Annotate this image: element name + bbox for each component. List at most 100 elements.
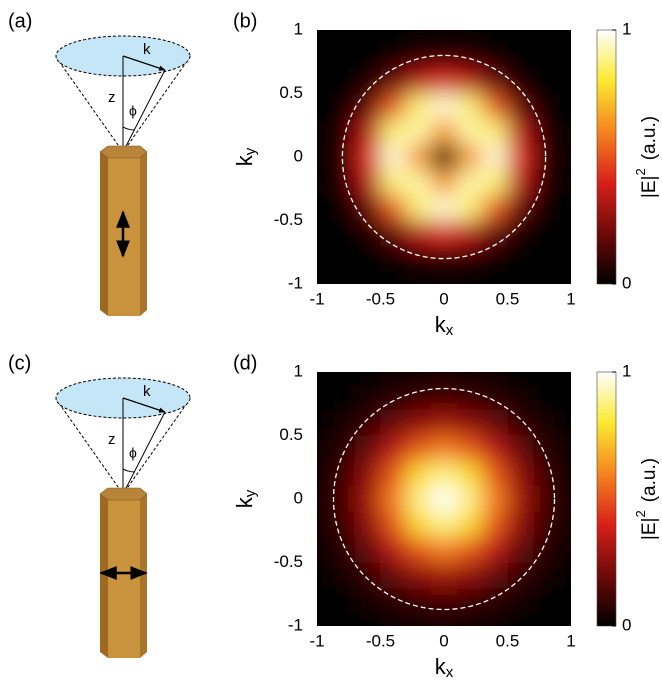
- heatmap-cell: [381, 563, 407, 589]
- heatmap-cell: [304, 537, 330, 563]
- heatmap-cell: [482, 221, 508, 247]
- heatmap-cell: [381, 359, 407, 385]
- heatmap-cell: [330, 385, 356, 411]
- heatmap-cell: [330, 119, 356, 145]
- figure: (a)kzϕ(c)kzϕ-1-0.500.51-1-0.500.51(b)kxk…: [0, 0, 662, 681]
- panel-label: (b): [233, 10, 257, 32]
- wire-top: [100, 146, 147, 158]
- heatmap-cell: [457, 144, 483, 170]
- colorbar-tick-label: 1: [622, 19, 631, 38]
- phi-arc: [123, 127, 135, 130]
- heatmap-cell: [482, 436, 508, 462]
- y-tick-label: 0.5: [279, 83, 303, 102]
- heatmap-cell: [431, 588, 457, 614]
- heatmap-cell: [330, 563, 356, 589]
- wire-top: [100, 488, 147, 500]
- heatmap-cell: [330, 246, 356, 272]
- heatmap-cell: [482, 170, 508, 196]
- heatmap-cell: [355, 436, 381, 462]
- y-tick-label: -0.5: [274, 552, 303, 571]
- heatmap-cell: [304, 43, 330, 69]
- heatmap-cell: [457, 613, 483, 639]
- heatmap-cell: [508, 461, 534, 487]
- heatmap-cell: [482, 563, 508, 589]
- heatmap-cell: [381, 221, 407, 247]
- heatmap-cell: [533, 68, 559, 94]
- heatmap-cell: [508, 94, 534, 120]
- heatmap-cell: [304, 195, 330, 221]
- heatmap-cell: [533, 563, 559, 589]
- x-tick-label: -0.5: [366, 289, 395, 308]
- heatmap-cell: [330, 68, 356, 94]
- heatmap-cell: [330, 359, 356, 385]
- heatmap-cell: [508, 144, 534, 170]
- heatmap-cell: [558, 221, 584, 247]
- k-label: k: [143, 383, 151, 400]
- heatmap-cell: [457, 486, 483, 512]
- heatmap-cell: [508, 170, 534, 196]
- heatmap-cell: [355, 410, 381, 436]
- heatmap: [304, 359, 584, 639]
- heatmap-cell: [406, 17, 432, 43]
- heatmap-cell: [304, 221, 330, 247]
- heatmap-cell: [406, 613, 432, 639]
- heatmap-cell: [330, 43, 356, 69]
- x-tick-label: 0: [439, 289, 448, 308]
- heatmap-cell: [355, 461, 381, 487]
- x-axis-label-sub: x: [446, 322, 454, 339]
- heatmap-cell: [508, 537, 534, 563]
- phi-label: ϕ: [129, 103, 137, 119]
- heatmap-cell: [558, 144, 584, 170]
- heatmap-cell: [533, 588, 559, 614]
- heatmap-cell: [431, 221, 457, 247]
- k-label: k: [143, 41, 151, 58]
- heatmap-cell: [304, 170, 330, 196]
- heatmap-cell: [355, 486, 381, 512]
- heatmap-cell: [508, 119, 534, 145]
- heatmap-cell: [431, 94, 457, 120]
- heatmap-cell: [304, 588, 330, 614]
- heatmap-cell: [330, 512, 356, 538]
- heatmap-cell: [482, 94, 508, 120]
- heatmap-cell: [457, 170, 483, 196]
- heatmap-cell: [457, 195, 483, 221]
- y-tick-label: 0: [294, 146, 303, 165]
- y-axis-label-sub: y: [242, 489, 259, 497]
- heatmap-cell: [533, 461, 559, 487]
- heatmap-cell: [355, 385, 381, 411]
- heatmap-cell: [304, 486, 330, 512]
- heatmap-cell: [482, 17, 508, 43]
- heatmap-cell: [406, 359, 432, 385]
- wire-right: [140, 152, 147, 316]
- heatmap-cell: [457, 588, 483, 614]
- heatmap-cell: [406, 170, 432, 196]
- z-label: z: [108, 89, 116, 106]
- wire-right: [140, 494, 147, 658]
- heatmap-cell: [533, 170, 559, 196]
- heatmap-cell: [304, 68, 330, 94]
- heatmap-cell: [457, 68, 483, 94]
- heatmap-cell: [482, 512, 508, 538]
- colorbar: [597, 30, 616, 284]
- heatmap-cell: [355, 512, 381, 538]
- y-tick-label: -1: [288, 273, 303, 292]
- colorbar-tick-label: 0: [622, 615, 631, 634]
- heatmap-cell: [533, 512, 559, 538]
- heatmap-cell: [558, 359, 584, 385]
- heatmap-cell: [431, 512, 457, 538]
- x-axis-label: kx: [435, 312, 454, 339]
- heatmap-cell: [304, 563, 330, 589]
- heatmap-cell: [558, 170, 584, 196]
- heatmap-cell: [558, 43, 584, 69]
- heatmap-cell: [457, 461, 483, 487]
- heatmap-cell: [381, 461, 407, 487]
- x-tick-label: -0.5: [366, 631, 395, 650]
- heatmap-cell: [431, 43, 457, 69]
- x-tick-label: 0: [439, 631, 448, 650]
- heatmap-cell: [381, 94, 407, 120]
- heatmap-cell: [406, 195, 432, 221]
- heatmap-cell: [457, 221, 483, 247]
- cone-diagram: (c)kzϕ: [8, 352, 190, 658]
- heatmap-cell: [406, 410, 432, 436]
- heatmap-cell: [558, 486, 584, 512]
